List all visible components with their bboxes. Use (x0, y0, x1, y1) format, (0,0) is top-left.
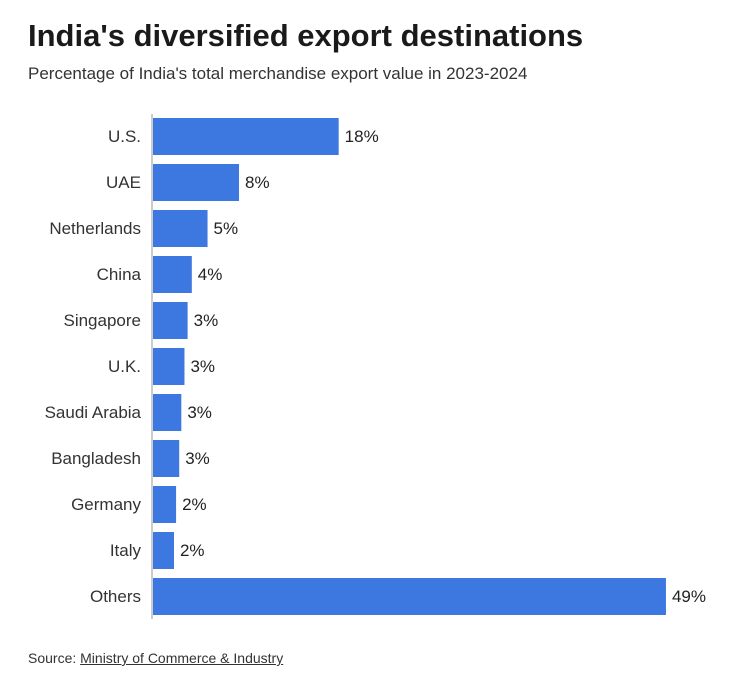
value-label: 5% (214, 219, 239, 238)
value-label: 3% (187, 403, 212, 422)
chart-title: India's diversified export destinations (28, 18, 584, 53)
value-label: 4% (198, 265, 223, 284)
category-label: Germany (71, 495, 141, 514)
bar-u-k (153, 348, 185, 385)
source-prefix: Source: (28, 650, 81, 666)
value-label: 3% (190, 357, 215, 376)
bar-netherlands (153, 210, 208, 247)
category-label: Italy (110, 541, 142, 560)
bar-uae (153, 164, 240, 201)
value-label: 8% (245, 173, 270, 192)
category-label: Others (90, 587, 141, 606)
bar-u-s (153, 118, 339, 155)
category-label: Bangladesh (51, 449, 141, 468)
chart-subtitle: Percentage of India's total merchandise … (28, 64, 528, 83)
bar-china (153, 256, 192, 293)
value-label: 3% (185, 449, 210, 468)
value-label: 3% (194, 311, 219, 330)
source-link[interactable]: Ministry of Commerce & Industry (80, 650, 284, 666)
category-label: UAE (106, 173, 141, 192)
value-label: 2% (182, 495, 207, 514)
bar-saudi-arabia (153, 394, 182, 431)
category-label: U.K. (108, 357, 141, 376)
category-label: China (97, 265, 142, 284)
bar-singapore (153, 302, 188, 339)
value-label: 2% (180, 541, 205, 560)
bar-others (153, 578, 666, 615)
category-label: Netherlands (49, 219, 141, 238)
category-label: Saudi Arabia (45, 403, 142, 422)
source-note: Source: Ministry of Commerce & Industry (28, 650, 283, 666)
category-label: Singapore (63, 311, 141, 330)
value-label: 18% (345, 127, 379, 146)
bar-germany (153, 486, 177, 523)
value-label: 49% (672, 587, 706, 606)
bar-italy (153, 532, 174, 569)
category-label: U.S. (108, 127, 141, 146)
bar-chart: U.S. 18% UAE 8% Netherlands 5% China 4% Singapor… (45, 114, 706, 619)
bar-bangladesh (153, 440, 180, 477)
